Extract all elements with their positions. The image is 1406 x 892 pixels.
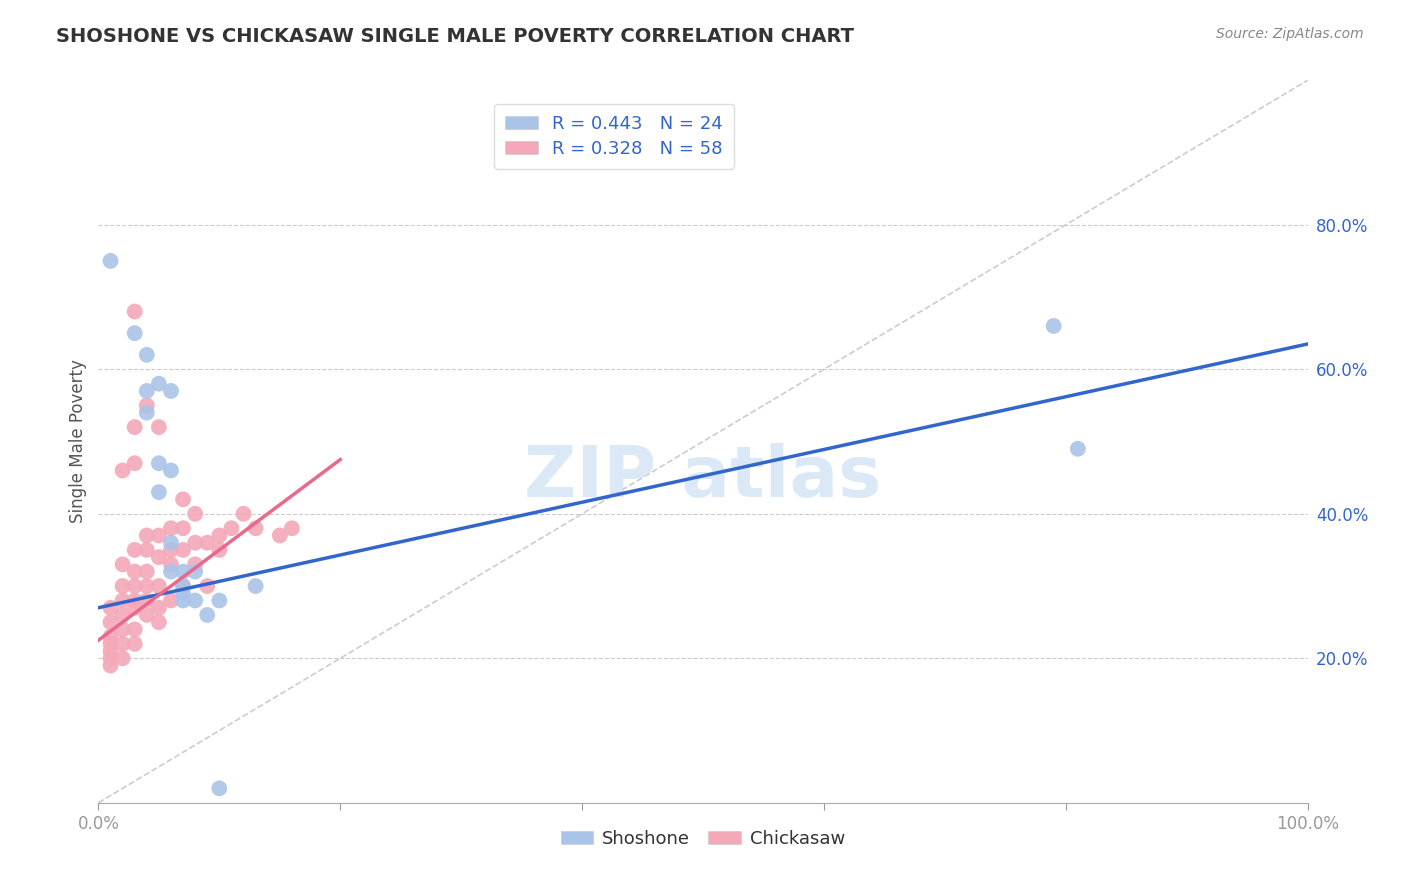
Point [148, 550, 170, 565]
Point [148, 615, 170, 630]
Point [111, 607, 134, 622]
Point [135, 565, 157, 579]
Point [245, 521, 267, 535]
Point [135, 384, 157, 398]
Point [135, 579, 157, 593]
Point [100, 615, 122, 630]
Point [160, 384, 183, 398]
Point [148, 528, 170, 542]
Point [269, 528, 291, 542]
Point [135, 398, 157, 412]
Point [184, 593, 207, 607]
Point [135, 607, 157, 622]
Point [124, 565, 146, 579]
Text: SHOSHONE VS CHICKASAW SINGLE MALE POVERTY CORRELATION CHART: SHOSHONE VS CHICKASAW SINGLE MALE POVERT… [56, 27, 855, 45]
Point [148, 579, 170, 593]
Point [160, 542, 183, 557]
Point [184, 535, 207, 549]
Y-axis label: Single Male Poverty: Single Male Poverty [69, 359, 87, 524]
Point [111, 637, 134, 651]
Point [100, 637, 122, 651]
Point [1067, 442, 1090, 456]
Text: ZIP atlas: ZIP atlas [524, 443, 882, 512]
Point [160, 535, 183, 549]
Point [245, 579, 267, 593]
Point [135, 348, 157, 362]
Point [124, 623, 146, 637]
Point [124, 593, 146, 607]
Point [208, 542, 231, 557]
Point [124, 579, 146, 593]
Point [160, 463, 183, 477]
Point [148, 600, 170, 615]
Point [208, 781, 231, 796]
Point [281, 521, 304, 535]
Point [160, 558, 183, 572]
Point [232, 507, 254, 521]
Point [172, 579, 194, 593]
Point [172, 492, 194, 507]
Point [111, 463, 134, 477]
Point [172, 521, 194, 535]
Point [111, 593, 134, 607]
Point [100, 630, 122, 644]
Point [135, 406, 157, 420]
Point [160, 565, 183, 579]
Point [221, 521, 243, 535]
Point [184, 558, 207, 572]
Point [208, 528, 231, 542]
Point [124, 600, 146, 615]
Point [148, 376, 170, 391]
Point [195, 607, 218, 622]
Point [184, 565, 207, 579]
Point [100, 600, 122, 615]
Point [160, 593, 183, 607]
Point [172, 542, 194, 557]
Legend: Shoshone, Chickasaw: Shoshone, Chickasaw [554, 822, 852, 855]
Point [111, 623, 134, 637]
Point [1042, 318, 1064, 333]
Point [100, 253, 122, 268]
Point [172, 593, 194, 607]
Point [195, 535, 218, 549]
Point [135, 593, 157, 607]
Point [124, 304, 146, 318]
Point [100, 644, 122, 658]
Point [195, 579, 218, 593]
Point [148, 485, 170, 500]
Point [124, 326, 146, 340]
Point [111, 651, 134, 665]
Point [135, 542, 157, 557]
Point [160, 521, 183, 535]
Point [148, 456, 170, 470]
Point [172, 586, 194, 600]
Point [124, 637, 146, 651]
Point [124, 542, 146, 557]
Point [111, 558, 134, 572]
Point [124, 456, 146, 470]
Point [111, 579, 134, 593]
Point [148, 420, 170, 434]
Point [184, 507, 207, 521]
Point [172, 579, 194, 593]
Point [100, 651, 122, 665]
Point [135, 528, 157, 542]
Point [124, 420, 146, 434]
Point [208, 593, 231, 607]
Point [172, 565, 194, 579]
Text: Source: ZipAtlas.com: Source: ZipAtlas.com [1216, 27, 1364, 41]
Point [100, 658, 122, 673]
